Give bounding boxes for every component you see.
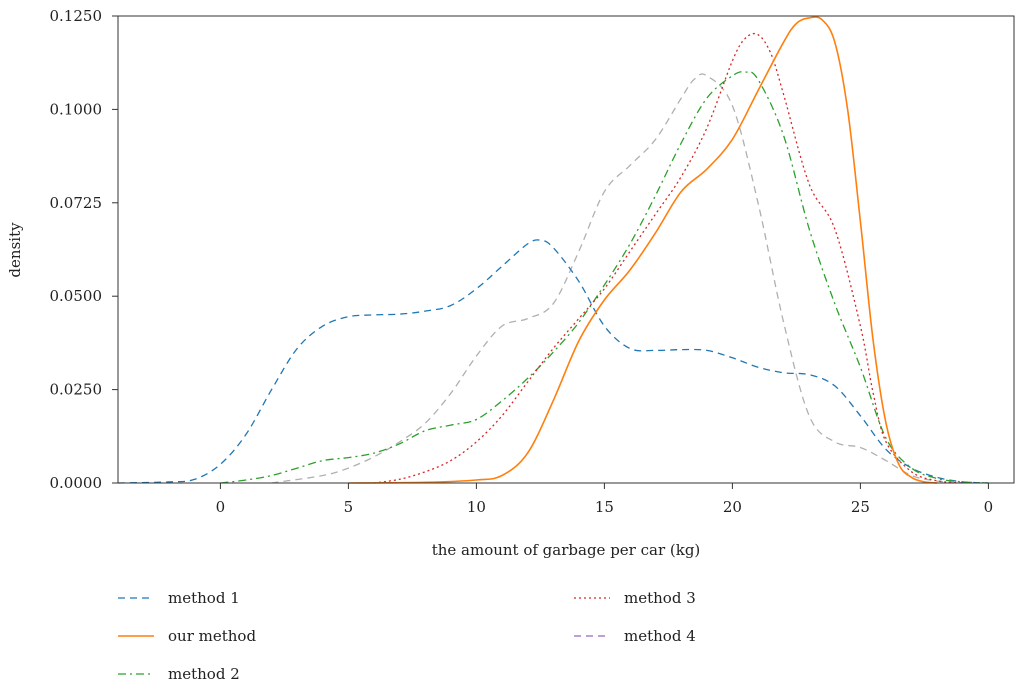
series-line-method-4 <box>271 73 963 484</box>
series-line-method-3 <box>373 32 963 484</box>
x-axis-title: the amount of garbage per car (kg) <box>432 541 701 559</box>
y-axis: 0.0000 0.0250 0.0500 0.0725 0.1000 0.1250 <box>50 7 118 492</box>
series-line-method-2 <box>220 71 989 484</box>
x-tick-label: 0 <box>984 498 994 516</box>
x-tick-label: 15 <box>595 498 614 516</box>
y-tick-label: 0.0250 <box>50 381 103 399</box>
y-tick-label: 0.1000 <box>50 100 103 118</box>
legend-label: method 1 <box>168 589 240 607</box>
x-tick-label: 5 <box>344 498 354 516</box>
legend-label: method 4 <box>624 627 696 645</box>
legend-label: method 3 <box>624 589 696 607</box>
legend-label: method 2 <box>168 665 240 683</box>
x-tick-label: 20 <box>723 498 742 516</box>
y-tick-label: 0.1250 <box>50 7 103 25</box>
series-line-our-method <box>348 16 938 484</box>
legend-label: our method <box>168 627 256 645</box>
y-axis-title: density <box>6 222 24 278</box>
plot-lines <box>117 16 989 484</box>
x-tick-label: 25 <box>851 498 870 516</box>
y-tick-label: 0.0500 <box>50 287 103 305</box>
x-tick-label: 10 <box>467 498 486 516</box>
x-axis: 0 5 10 15 20 25 0 <box>216 483 994 516</box>
y-tick-label: 0.0000 <box>50 474 103 492</box>
series-line-method-1 <box>117 239 989 484</box>
plot-frame <box>117 15 1015 484</box>
legend: method 1 our method method 2 method 3 method… <box>118 589 696 683</box>
x-tick-label: 0 <box>216 498 226 516</box>
y-tick-label: 0.0725 <box>50 194 103 212</box>
